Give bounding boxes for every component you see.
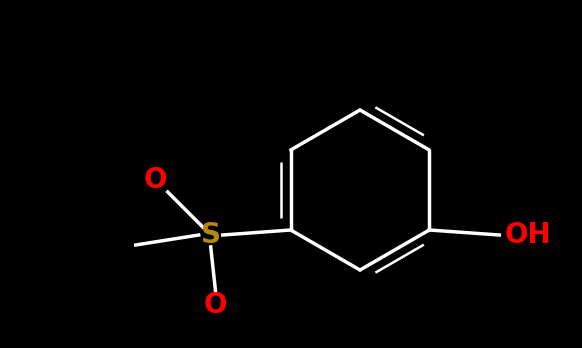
Text: O: O <box>144 166 168 194</box>
Text: O: O <box>204 291 228 319</box>
Text: S: S <box>201 221 221 249</box>
Text: OH: OH <box>504 221 551 249</box>
